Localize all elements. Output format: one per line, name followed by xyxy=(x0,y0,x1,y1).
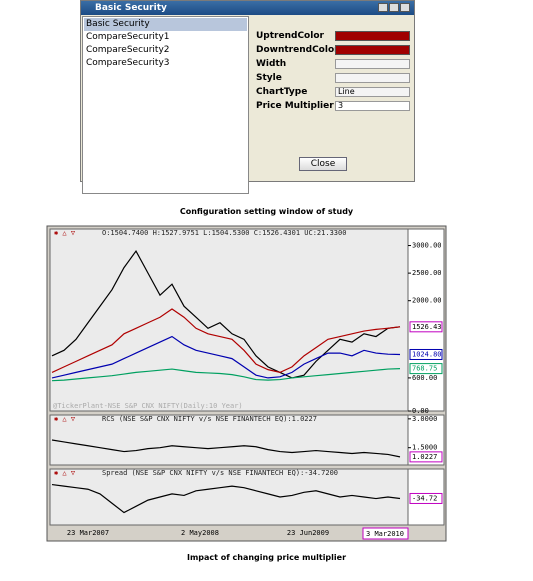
dialog-window: Basic Security Basic Security CompareSec… xyxy=(80,0,415,194)
value-label: 1526.43 xyxy=(412,323,442,331)
color-swatch[interactable] xyxy=(335,45,410,55)
list-item[interactable]: CompareSecurity1 xyxy=(86,32,170,42)
price-line xyxy=(51,335,401,379)
y-tick-label: 600.00 xyxy=(412,374,437,382)
caption: Impact of changing price multiplier xyxy=(186,553,347,562)
field-label: Style xyxy=(256,73,282,83)
value-label: 1024.80 xyxy=(412,350,442,358)
list-item[interactable]: CompareSecurity3 xyxy=(86,58,170,68)
chart-type-select[interactable]: Line xyxy=(335,87,410,97)
panel-icons: ✱ △ ▽ xyxy=(54,469,76,477)
y-tick-label: 3000.00 xyxy=(412,242,442,250)
security-list: Basic Security CompareSecurity1 CompareS… xyxy=(82,16,249,194)
dialog-title: Basic Security xyxy=(95,3,167,13)
x-label: 23 Mar2007 xyxy=(67,529,109,537)
panel-icons: ✱ △ ▽ xyxy=(54,229,76,237)
value-box xyxy=(409,451,443,463)
title-bar: Basic Security xyxy=(81,1,414,15)
price-line xyxy=(51,483,401,514)
panel-icons: ✱ △ ▽ xyxy=(54,415,76,423)
value-box xyxy=(409,348,443,360)
field-label: Price Multiplier xyxy=(256,101,334,111)
value-box xyxy=(409,363,443,375)
value-label: 768.75 xyxy=(412,365,437,373)
y-tick-label: 1.5000 xyxy=(412,444,437,452)
plot-area xyxy=(49,414,409,466)
price-line xyxy=(51,308,401,374)
panel-title: O:1504.7400 H:1527.9751 L:1504.5300 C:15… xyxy=(102,229,346,237)
multiplier-input[interactable]: 3 xyxy=(335,101,410,111)
x-label: 23 Jun2009 xyxy=(287,529,329,537)
y-tick-label: 2500.00 xyxy=(412,269,442,277)
value-label: 1.0227 xyxy=(412,453,437,461)
date-box xyxy=(362,527,409,540)
maximize-button[interactable] xyxy=(389,3,399,12)
axis-area xyxy=(407,228,445,412)
y-tick-label: 2000.00 xyxy=(412,297,442,305)
x-label: 3 Mar2010 xyxy=(366,530,404,538)
list-item[interactable]: Basic Security xyxy=(84,18,247,31)
minimize-button[interactable] xyxy=(378,3,388,12)
x-label: 2 May2008 xyxy=(181,529,219,537)
value-box xyxy=(409,492,443,504)
y-tick-label: 0.00 xyxy=(412,407,429,415)
style-spinner[interactable] xyxy=(335,73,410,83)
plot-area xyxy=(49,468,409,526)
value-box xyxy=(409,321,443,333)
color-swatch[interactable] xyxy=(335,31,410,41)
panel-title: RCS (NSE S&P CNX NIFTY v/s NSE FINANTECH… xyxy=(102,415,317,423)
price-line xyxy=(51,439,401,458)
price-line xyxy=(51,249,401,379)
price-line xyxy=(51,367,401,382)
close-button[interactable] xyxy=(400,3,410,12)
list-item[interactable]: CompareSecurity2 xyxy=(86,45,170,55)
y-tick-label: 3.0000 xyxy=(412,415,437,423)
plot-area xyxy=(49,228,409,412)
field-label: UptrendColor xyxy=(256,31,324,41)
caption: Configuration setting window of study xyxy=(179,207,354,216)
field-label: Width xyxy=(256,59,287,69)
panel-title: Spread (NSE S&P CNX NIFTY v/s NSE FINANT… xyxy=(102,469,338,477)
field-label: DowntrendColor xyxy=(256,45,339,55)
width-spinner[interactable] xyxy=(335,59,410,69)
field-label: ChartType xyxy=(256,87,308,97)
chart: 23 Mar2007 2 May2008 23 Jun2009 3 Mar201… xyxy=(46,225,447,542)
value-label: -34.72 xyxy=(412,494,437,502)
watermark: @TickerPlant-NSE S&P CNX NIFTY(Daily:10 … xyxy=(53,402,243,410)
close-dialog-button[interactable]: Close xyxy=(299,157,347,171)
